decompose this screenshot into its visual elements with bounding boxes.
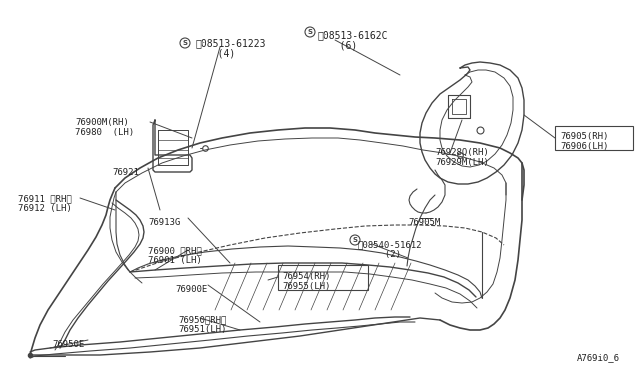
Bar: [278, 265, 368, 290]
Text: 76950E: 76950E: [52, 340, 84, 349]
Text: (4): (4): [200, 48, 236, 58]
Text: 76929M(LH): 76929M(LH): [435, 158, 489, 167]
Text: 76954(RH): 76954(RH): [282, 272, 330, 281]
Text: Ⓝ08540-51612: Ⓝ08540-51612: [358, 240, 422, 249]
Text: S: S: [307, 29, 312, 35]
Text: S: S: [182, 40, 188, 46]
Text: 76913G: 76913G: [148, 218, 180, 227]
Text: 76951(LH): 76951(LH): [178, 325, 227, 334]
Text: 76911 〈RH〉: 76911 〈RH〉: [18, 194, 72, 203]
Text: (2): (2): [358, 250, 401, 259]
Bar: [555, 126, 633, 150]
Text: 76955(LH): 76955(LH): [282, 282, 330, 291]
Text: 76928Q(RH): 76928Q(RH): [435, 148, 489, 157]
Text: 76906(LH): 76906(LH): [560, 142, 609, 151]
Text: 76950〈RH〉: 76950〈RH〉: [178, 315, 227, 324]
Text: 76905(RH): 76905(RH): [560, 132, 609, 141]
Text: S: S: [353, 237, 358, 243]
Text: Ⓝ08513-61223: Ⓝ08513-61223: [195, 38, 266, 48]
Text: Ⓝ08513-6162C: Ⓝ08513-6162C: [317, 30, 387, 40]
Text: 76905M: 76905M: [408, 218, 440, 227]
Text: 76900M(RH): 76900M(RH): [75, 118, 129, 127]
Text: 76912 (LH): 76912 (LH): [18, 204, 72, 213]
Text: A769i0_6: A769i0_6: [577, 353, 620, 362]
Text: 76900 〈RH〉: 76900 〈RH〉: [148, 246, 202, 255]
Text: (6): (6): [322, 40, 357, 50]
Text: 76900E: 76900E: [175, 285, 207, 294]
Text: 76921: 76921: [112, 168, 139, 177]
Text: 76980  (LH): 76980 (LH): [75, 128, 134, 137]
Text: 76901 (LH): 76901 (LH): [148, 256, 202, 265]
